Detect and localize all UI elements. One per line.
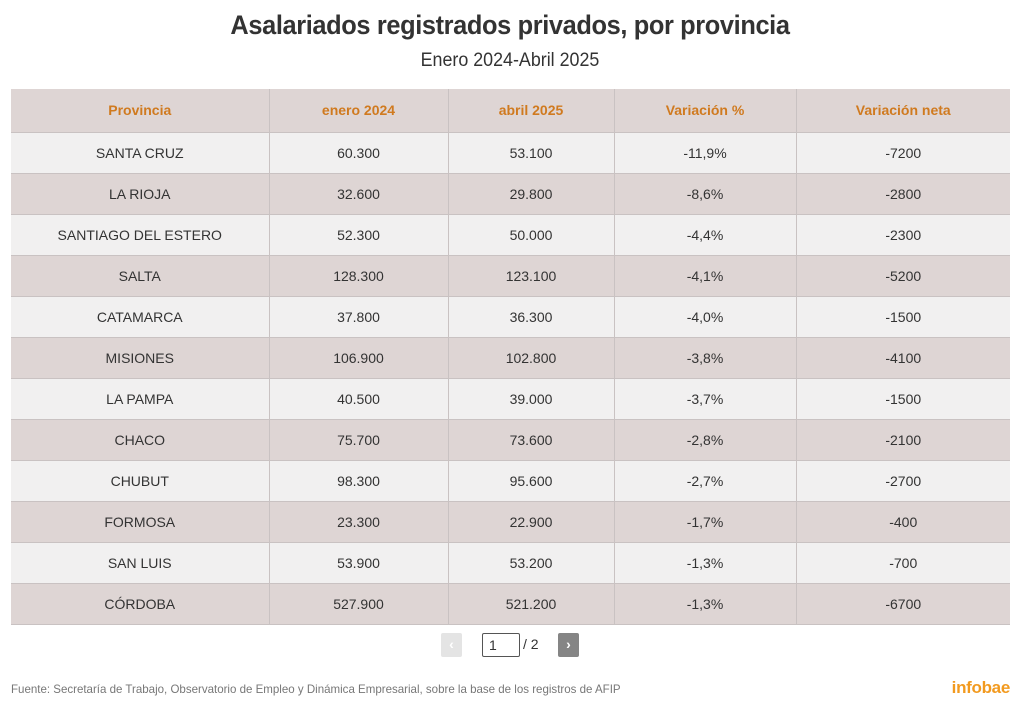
table-cell-provincia: CÓRDOBA	[11, 583, 270, 625]
table-row: LA RIOJA 32.600 29.800 -8,6% -2800	[11, 173, 1010, 215]
table-cell-abril-2025: 53.100	[447, 132, 615, 174]
chart-title: Asalariados registrados privados, por pr…	[230, 10, 790, 40]
table-cell-abril-2025: 36.300	[447, 296, 615, 338]
table-cell-variacion-pct: -3,8%	[613, 337, 797, 379]
table-cell-variacion-pct: -8,6%	[613, 173, 797, 215]
table-cell-variacion-pct: -4,1%	[613, 255, 797, 297]
table-cell-provincia: SANTIAGO DEL ESTERO	[11, 214, 270, 256]
table-cell-variacion-neta: -1500	[795, 296, 1010, 338]
source-note: Fuente: Secretaría de Trabajo, Observato…	[11, 682, 621, 696]
column-header-abril-2025[interactable]: abril 2025	[447, 89, 615, 133]
table-cell-variacion-pct: -2,7%	[613, 460, 797, 502]
table-cell-abril-2025: 95.600	[447, 460, 615, 502]
pagination: ‹ / 2 ›	[0, 633, 1020, 657]
table-cell-abril-2025: 102.800	[447, 337, 615, 379]
table-cell-abril-2025: 53.200	[447, 542, 615, 584]
table-row: LA PAMPA 40.500 39.000 -3,7% -1500	[11, 378, 1010, 420]
table-cell-abril-2025: 521.200	[447, 583, 615, 625]
table-cell-enero-2024: 527.900	[268, 583, 449, 625]
column-header-variacion-neta[interactable]: Variación neta	[795, 89, 1010, 133]
table-cell-variacion-pct: -11,9%	[613, 132, 797, 174]
table-cell-provincia: SAN LUIS	[11, 542, 270, 584]
previous-page-button[interactable]: ‹	[441, 633, 462, 657]
table-cell-variacion-neta: -2300	[795, 214, 1010, 256]
page-total-label: / 2	[523, 636, 539, 652]
table-cell-provincia: CATAMARCA	[11, 296, 270, 338]
table-row: SANTIAGO DEL ESTERO 52.300 50.000 -4,4% -230…	[11, 214, 1010, 256]
table-cell-variacion-neta: -400	[795, 501, 1010, 543]
table-cell-provincia: SANTA CRUZ	[11, 132, 270, 174]
table-cell-enero-2024: 106.900	[268, 337, 449, 379]
table-row: CHUBUT 98.300 95.600 -2,7% -2700	[11, 460, 1010, 502]
table-header-row: Provincia enero 2024 abril 2025 Variació…	[11, 89, 1010, 133]
table-cell-enero-2024: 32.600	[268, 173, 449, 215]
table-cell-variacion-pct: -1,7%	[613, 501, 797, 543]
table-cell-provincia: CHUBUT	[11, 460, 270, 502]
table-cell-enero-2024: 75.700	[268, 419, 449, 461]
column-header-variacion-pct[interactable]: Variación %	[613, 89, 797, 133]
chart-subtitle: Enero 2024-Abril 2025	[420, 50, 600, 71]
table-row: CATAMARCA 37.800 36.300 -4,0% -1500	[11, 296, 1010, 338]
table-row: FORMOSA 23.300 22.900 -1,7% -400	[11, 501, 1010, 543]
table-cell-variacion-pct: -2,8%	[613, 419, 797, 461]
table-cell-variacion-neta: -2700	[795, 460, 1010, 502]
data-table: Provincia enero 2024 abril 2025 Variació…	[11, 89, 1010, 625]
table-cell-variacion-pct: -4,4%	[613, 214, 797, 256]
table-cell-variacion-pct: -1,3%	[613, 542, 797, 584]
table-cell-variacion-neta: -700	[795, 542, 1010, 584]
table-cell-variacion-neta: -2100	[795, 419, 1010, 461]
table-cell-variacion-neta: -7200	[795, 132, 1010, 174]
table-cell-provincia: MISIONES	[11, 337, 270, 379]
table-row: CÓRDOBA 527.900 521.200 -1,3% -6700	[11, 583, 1010, 625]
table-row: SALTA 128.300 123.100 -4,1% -5200	[11, 255, 1010, 297]
table-cell-abril-2025: 50.000	[447, 214, 615, 256]
table-cell-abril-2025: 29.800	[447, 173, 615, 215]
table-cell-variacion-pct: -1,3%	[613, 583, 797, 625]
table-body: SANTA CRUZ 60.300 53.100 -11,9% -7200 LA RIOJ…	[11, 132, 1010, 625]
table-cell-abril-2025: 39.000	[447, 378, 615, 420]
table-cell-variacion-neta: -2800	[795, 173, 1010, 215]
table-cell-abril-2025: 73.600	[447, 419, 615, 461]
table-cell-provincia: LA PAMPA	[11, 378, 270, 420]
table-cell-provincia: CHACO	[11, 419, 270, 461]
table-cell-variacion-neta: -5200	[795, 255, 1010, 297]
table-cell-abril-2025: 22.900	[447, 501, 615, 543]
table-cell-provincia: LA RIOJA	[11, 173, 270, 215]
table-cell-enero-2024: 37.800	[268, 296, 449, 338]
table-cell-enero-2024: 128.300	[268, 255, 449, 297]
table-cell-provincia: FORMOSA	[11, 501, 270, 543]
table-cell-enero-2024: 40.500	[268, 378, 449, 420]
table-cell-variacion-neta: -1500	[795, 378, 1010, 420]
table-cell-variacion-pct: -4,0%	[613, 296, 797, 338]
column-header-provincia[interactable]: Provincia	[11, 89, 270, 133]
table-row: MISIONES 106.900 102.800 -3,8% -4100	[11, 337, 1010, 379]
table-row: SAN LUIS 53.900 53.200 -1,3% -700	[11, 542, 1010, 584]
infobae-logo[interactable]: infobae	[951, 678, 1011, 697]
table-cell-variacion-pct: -3,7%	[613, 378, 797, 420]
column-header-enero-2024[interactable]: enero 2024	[268, 89, 449, 133]
table-cell-enero-2024: 23.300	[268, 501, 449, 543]
table-cell-enero-2024: 98.300	[268, 460, 449, 502]
table-cell-enero-2024: 53.900	[268, 542, 449, 584]
table-cell-variacion-neta: -6700	[795, 583, 1010, 625]
next-page-button[interactable]: ›	[558, 633, 579, 657]
table-row: SANTA CRUZ 60.300 53.100 -11,9% -7200	[11, 132, 1010, 174]
page-number-input[interactable]	[482, 633, 520, 657]
table-row: CHACO 75.700 73.600 -2,8% -2100	[11, 419, 1010, 461]
table-cell-provincia: SALTA	[11, 255, 270, 297]
table-cell-abril-2025: 123.100	[447, 255, 615, 297]
table-cell-enero-2024: 52.300	[268, 214, 449, 256]
table-cell-variacion-neta: -4100	[795, 337, 1010, 379]
table-cell-enero-2024: 60.300	[268, 132, 449, 174]
